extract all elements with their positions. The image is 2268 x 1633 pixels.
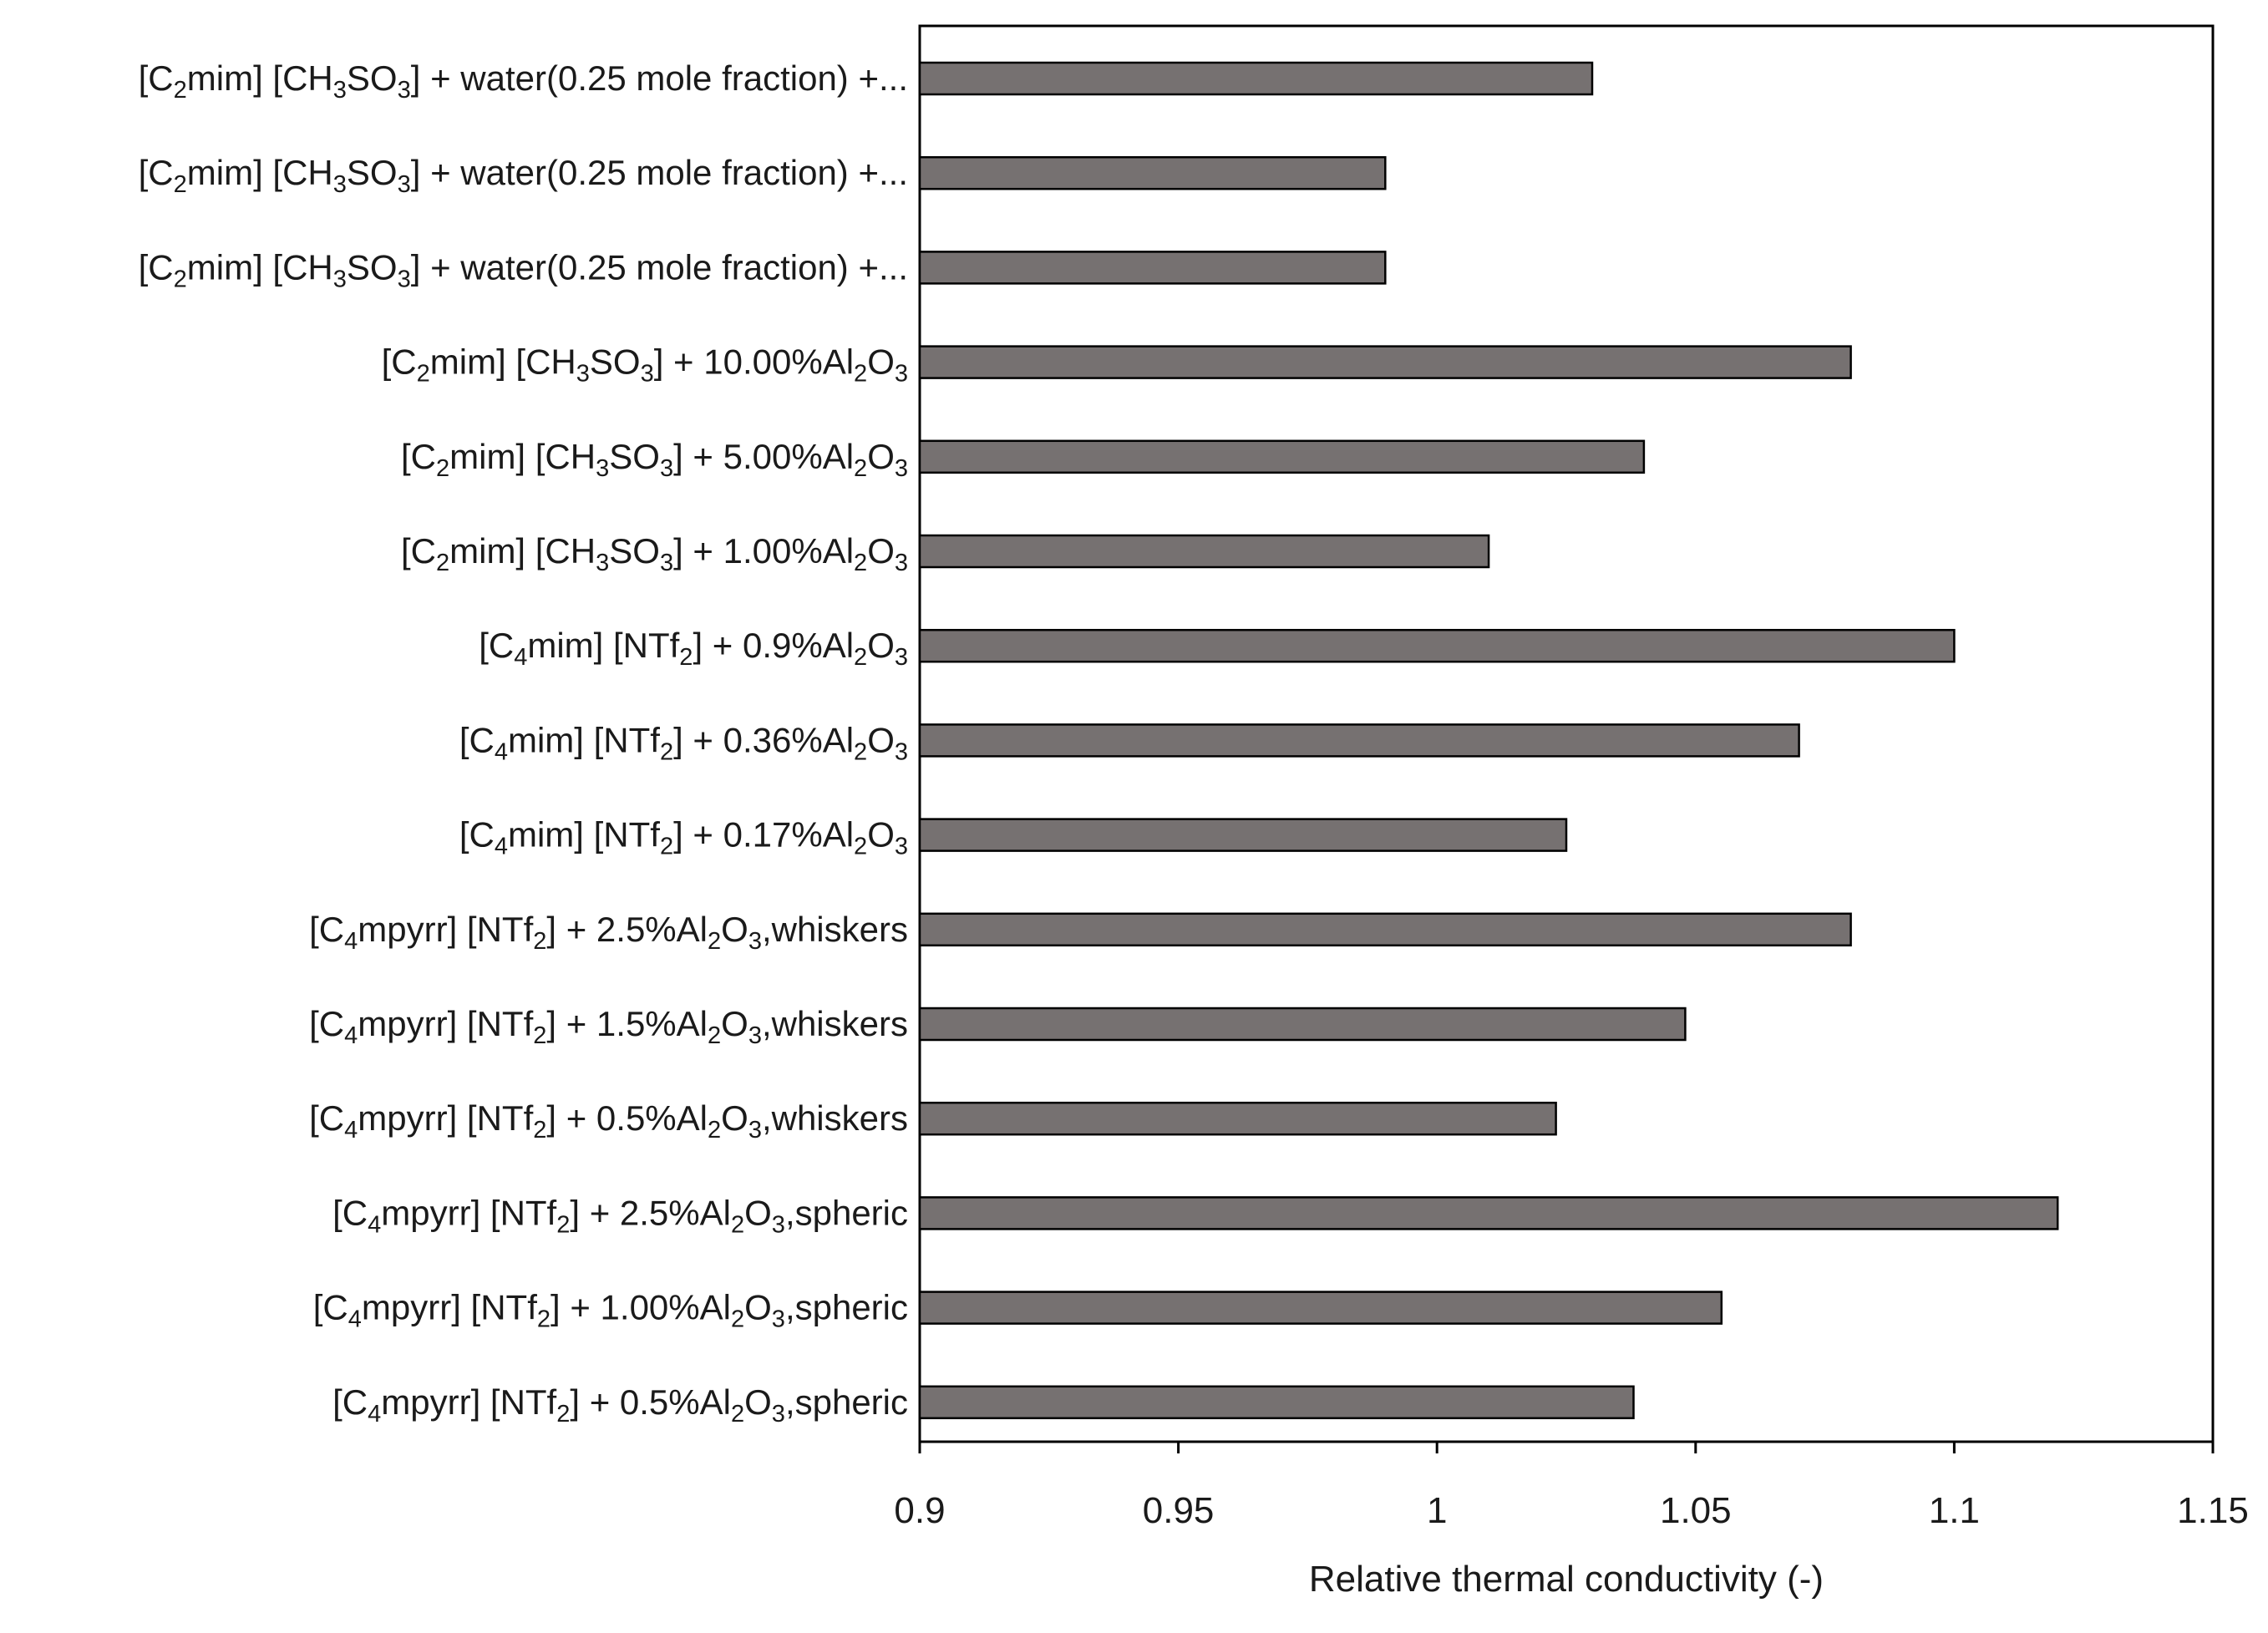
bar xyxy=(918,1385,1635,1420)
bar xyxy=(918,1101,1557,1136)
category-label: [C2mim] [CH3SO3] + 5.00%Al2O3 xyxy=(401,437,908,482)
category-label: [C4mpyrr] [NTf2] + 0.5%Al2O3,whiskers xyxy=(309,1098,908,1144)
x-tick-label: 1 xyxy=(1427,1490,1447,1531)
bar xyxy=(918,439,1646,474)
bar xyxy=(918,723,1800,758)
category-label: [C2mim] [CH3SO3] + water(0.25 mole fract… xyxy=(139,247,908,292)
bar xyxy=(918,155,1387,190)
bar xyxy=(918,534,1490,569)
category-label: [C4mpyrr] [NTf2] + 2.5%Al2O3,whiskers xyxy=(309,910,908,955)
x-tick-label: 0.9 xyxy=(894,1490,945,1531)
category-label: [C4mim] [NTf2] + 0.36%Al2O3 xyxy=(459,720,908,765)
category-label: [C2mim] [CH3SO3] + 10.00%Al2O3 xyxy=(382,342,908,388)
bar xyxy=(918,818,1568,852)
category-label: [C4mpyrr] [NTf2] + 1.00%Al2O3,spheric xyxy=(313,1288,908,1333)
x-axis-title: Relative thermal conductivity (-) xyxy=(1309,1559,1824,1600)
category-label: [C2mim] [CH3SO3] + water(0.25 mole fract… xyxy=(139,58,908,104)
category-label: [C2mim] [CH3SO3] + 1.00%Al2O3 xyxy=(401,531,908,576)
bar xyxy=(918,345,1852,379)
x-tick-label: 1.05 xyxy=(1660,1490,1732,1531)
bar xyxy=(918,1007,1687,1042)
category-label: [C4mpyrr] [NTf2] + 2.5%Al2O3,spheric xyxy=(332,1193,908,1238)
bar xyxy=(918,1196,2059,1230)
bars-group xyxy=(918,61,2059,1420)
x-axis-ticks: 0.9 0.95 1 1.05 1.1 1.15 xyxy=(894,1442,2249,1531)
category-label: [C4mim] [NTf2] + 0.9%Al2O3 xyxy=(479,626,908,671)
bar xyxy=(918,61,1594,96)
x-tick-label: 0.95 xyxy=(1143,1490,1215,1531)
bar xyxy=(918,1291,1723,1325)
x-tick-label: 1.1 xyxy=(1929,1490,1980,1531)
category-labels: [C2mim] [CH3SO3] + water(0.25 mole fract… xyxy=(139,58,908,1428)
category-label: [C4mpyrr] [NTf2] + 0.5%Al2O3,spheric xyxy=(332,1382,908,1428)
bar xyxy=(918,912,1852,947)
x-tick-label: 1.15 xyxy=(2177,1490,2249,1531)
category-label: [C4mpyrr] [NTf2] + 1.5%Al2O3,whiskers xyxy=(309,1004,908,1049)
category-label: [C4mim] [NTf2] + 0.17%Al2O3 xyxy=(459,815,908,860)
bar xyxy=(918,628,1956,663)
category-label: [C2mim] [CH3SO3] + water(0.25 mole fract… xyxy=(139,153,908,198)
bar xyxy=(918,251,1387,285)
